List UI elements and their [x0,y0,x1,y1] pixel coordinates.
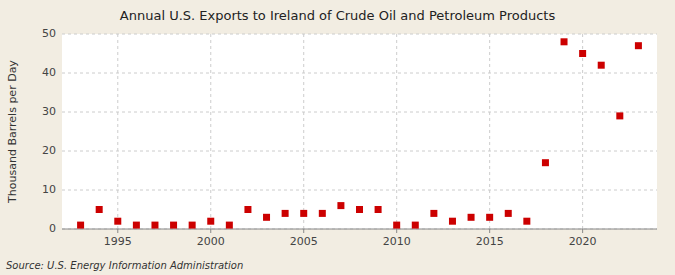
point [598,62,605,69]
x-grid-line [489,34,490,229]
y-axis-label: Thousand Barrels per Day [6,60,19,204]
y-tick-label: 30 [42,105,56,118]
background [0,0,675,275]
point [263,214,270,221]
x-tick [489,229,490,233]
point [635,42,642,49]
point [244,206,251,213]
y-grid-line [62,229,657,230]
y-tick-label: 20 [42,144,56,157]
y-tick-label: 50 [42,27,56,40]
x-tick [303,229,304,233]
y-tick-label: 0 [49,222,56,235]
x-tick [396,229,397,233]
point [356,206,363,213]
x-tick-label: 1995 [104,235,132,248]
y-grid-line [62,34,657,35]
x-axis-line [62,229,657,230]
x-tick [582,229,583,233]
point [151,222,158,229]
x-tick-label: 2010 [383,235,411,248]
title: Annual U.S. Exports to Ireland of Crude … [120,8,556,23]
point [77,222,84,229]
point [505,210,512,217]
x-tick-label: 2015 [476,235,504,248]
points [77,38,642,228]
x-tick-label: 2000 [197,235,225,248]
grid [62,34,657,229]
x-grid-line [303,34,304,229]
x-tick [210,229,211,233]
point [319,210,326,217]
point [114,218,121,225]
x-tick [117,229,118,233]
y-grid-line [62,112,657,113]
source: Source: U.S. Energy Information Administ… [6,260,243,271]
point [561,38,568,45]
x-grid-line [582,34,583,229]
point [96,206,103,213]
y-tick-label: 10 [42,183,56,196]
point [133,222,140,229]
x-grid-line [210,34,211,229]
point [375,206,382,213]
point [468,214,475,221]
point [170,222,177,229]
point [226,222,233,229]
point [523,218,530,225]
point [542,159,549,166]
point [189,222,196,229]
chart: 0 10 20 30 40 50 1995 2000 2005 2010 2015 2020 Annua… [0,0,675,275]
point [449,218,456,225]
point [412,222,419,229]
x-grid-line [117,34,118,229]
point [486,214,493,221]
point [393,222,400,229]
axes: 0 10 20 30 40 50 1995 2000 2005 2010 2015 2020 [42,27,657,248]
point [300,210,307,217]
plot-area [62,34,657,229]
y-tick-label: 40 [42,66,56,79]
point [337,202,344,209]
point [616,112,623,119]
point [207,218,214,225]
x-tick-label: 2005 [290,235,318,248]
x-grid-line [396,34,397,229]
point [579,50,586,57]
x-tick-label: 2020 [569,235,597,248]
point [282,210,289,217]
point [430,210,437,217]
y-grid-line [62,151,657,152]
y-grid-line [62,73,657,74]
y-grid-line [62,190,657,191]
